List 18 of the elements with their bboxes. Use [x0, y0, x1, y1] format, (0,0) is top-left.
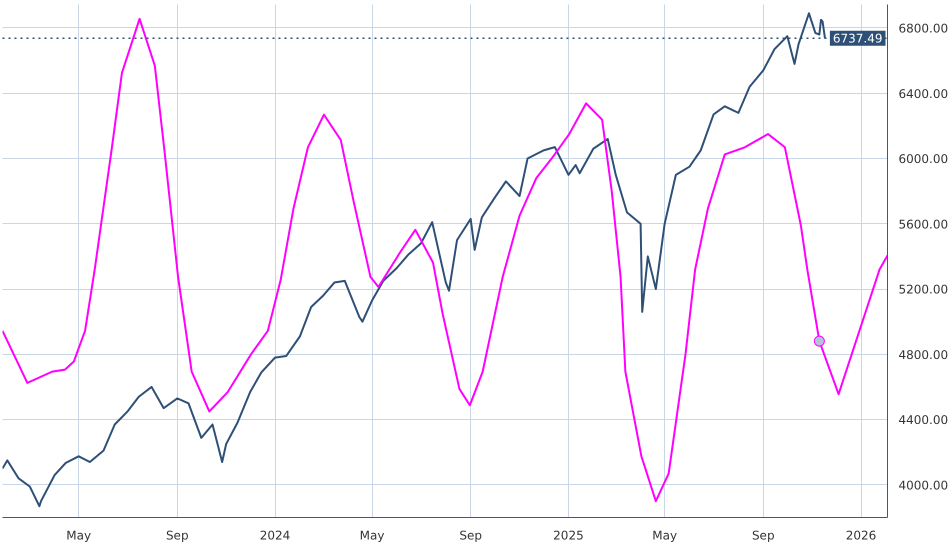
x-tick-label: May [652, 528, 678, 542]
x-tick-label: 2025 [553, 528, 584, 542]
y-tick-label: 4000.00 [898, 478, 948, 492]
y-tick-label: 6800.00 [898, 21, 948, 36]
y-tick-label: 6000.00 [898, 152, 948, 166]
x-tick-label: 2024 [260, 528, 290, 542]
ref-line-label: 6737.49 [832, 32, 882, 46]
y-tick-label: 4800.00 [898, 348, 948, 362]
x-tick-label: May [360, 528, 384, 542]
y-tick-label: 5600.00 [898, 217, 948, 232]
y-tick-label: 4400.00 [898, 413, 948, 428]
y-tick-label: 5200.00 [898, 282, 948, 297]
x-tick-label: 2026 [846, 528, 876, 542]
x-tick-label: May [66, 528, 92, 542]
x-tick-label: Sep [459, 528, 482, 542]
y-tick-label: 6400.00 [898, 86, 948, 101]
x-tick-label: Sep [166, 528, 189, 542]
x-tick-label: Sep [752, 528, 775, 542]
